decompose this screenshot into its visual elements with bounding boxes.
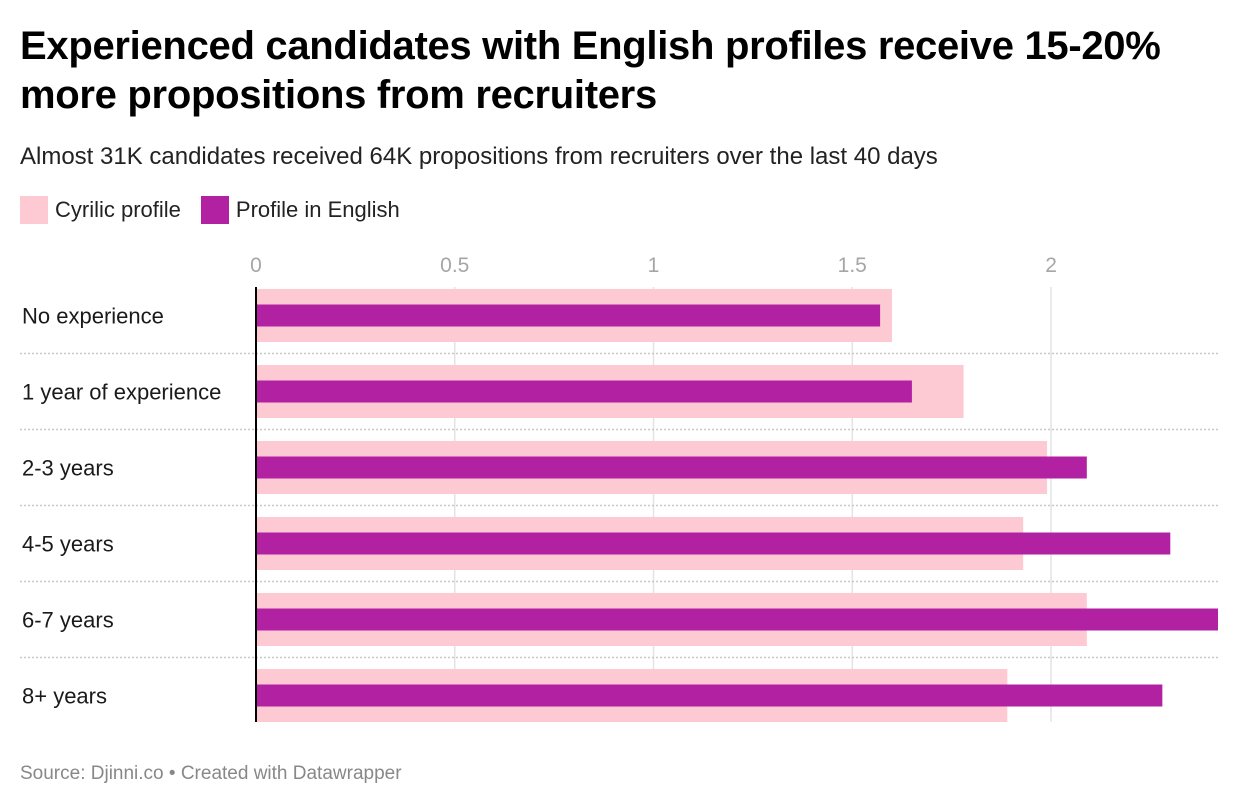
x-tick-label: 0 xyxy=(250,254,262,277)
bar-english xyxy=(256,684,1163,707)
x-tick-label: 1.5 xyxy=(838,254,867,277)
source-footer: Source: Djinni.co • Created with Datawra… xyxy=(20,763,402,784)
x-tick-label: 0.5 xyxy=(440,254,469,277)
chart-title: Experienced candidates with English prof… xyxy=(20,24,1161,117)
bar-english xyxy=(256,608,1218,631)
x-tick-label: 1 xyxy=(648,254,660,277)
category-label: 1 year of experience xyxy=(22,380,221,405)
bar-english xyxy=(256,380,912,403)
bar-english xyxy=(256,532,1171,555)
legend-label-english: Profile in English xyxy=(235,197,400,222)
legend-item-english: Profile in English xyxy=(200,196,400,224)
bar-chart: 0 0.5 1 1.5 2 No experience 1 year of experien… xyxy=(20,254,1218,722)
category-label: 4-5 years xyxy=(22,532,114,557)
bar-english xyxy=(256,456,1087,479)
legend-swatch-cyrilic xyxy=(20,196,48,224)
category-label: No experience xyxy=(22,304,164,329)
category-label: 6-7 years xyxy=(22,608,114,633)
x-tick-label: 2 xyxy=(1045,254,1057,277)
legend-swatch-english xyxy=(200,196,229,224)
category-label: 8+ years xyxy=(22,684,107,709)
legend: Cyrilic profile Profile in English xyxy=(20,196,420,224)
bar-english xyxy=(256,304,881,327)
category-label: 2-3 years xyxy=(22,456,114,481)
legend-label-cyrilic: Cyrilic profile xyxy=(55,197,181,222)
legend-item-cyrilic: Cyrilic profile xyxy=(20,196,181,224)
chart-subtitle: Almost 31K candidates received 64K propo… xyxy=(20,143,938,170)
